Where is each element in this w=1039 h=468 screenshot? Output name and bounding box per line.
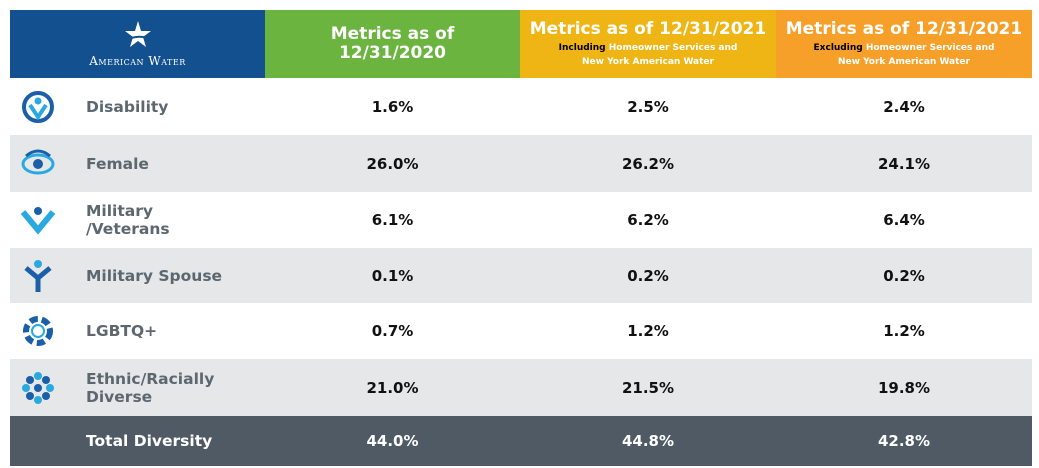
column-note: Excluding Homeowner Services and New Yor…: [804, 41, 1004, 69]
row-icon: [23, 316, 53, 346]
row-label-cell: LGBTQ+: [10, 313, 265, 349]
qualifier: Excluding: [813, 42, 863, 53]
column-header: Metrics as of 12/31/2021 Excluding Homeo…: [776, 10, 1032, 78]
table-row: Female 26.0% 26.2% 24.1%: [10, 135, 1032, 192]
cell-value: 6.1%: [371, 211, 414, 229]
row-label: Total Diversity: [86, 432, 213, 450]
note: Homeowner Services and New York American…: [838, 42, 995, 67]
row-icon: [22, 371, 54, 404]
row-icon: [24, 259, 52, 292]
cell-value: 1.2%: [883, 322, 925, 340]
cell-value: 26.2%: [621, 154, 675, 173]
row-label-cell: Disability: [10, 89, 265, 125]
row-label-cell: Military Spouse: [10, 258, 265, 294]
row-label-cell: Total Diversity: [10, 432, 265, 450]
cell-value: 21.5%: [621, 378, 675, 397]
row-label: Military Spouse: [86, 266, 223, 285]
qualifier: Including: [558, 42, 606, 53]
cell-value: 0.7%: [371, 322, 414, 340]
cell-value: 0.2%: [883, 266, 925, 285]
row-label: LGBTQ+: [86, 322, 158, 340]
column-title: Metrics as of 12/31/2020: [330, 24, 455, 63]
table-body: Disability 1.6% 2.5% 2.4% Female 26.0% 26.2% 24…: [10, 78, 1032, 466]
column-header: Metrics as of 12/31/2020: [265, 10, 520, 78]
cell-value: 1.2%: [627, 322, 669, 340]
row-label-cell: Military /Veterans: [10, 202, 265, 238]
table-row: Military /Veterans 6.1% 6.2% 6.4%: [10, 192, 1032, 248]
table-row: LGBTQ+ 0.7% 1.2% 1.2%: [10, 303, 1032, 359]
row-label: Ethnic/Racially Diverse: [86, 369, 215, 406]
cell-value: 19.8%: [877, 378, 931, 397]
cell-value: 6.4%: [883, 211, 925, 229]
logo-cell: American Water: [10, 10, 265, 78]
note: Homeowner Services and New York American…: [582, 42, 738, 67]
column-title: Metrics as of 12/31/2021: [529, 18, 767, 39]
logo-icon: [124, 21, 151, 47]
cell-value: 0.1%: [371, 266, 414, 285]
cell-value: 44.0%: [366, 432, 419, 450]
cell-value: 2.5%: [627, 97, 669, 116]
column-header: Metrics as of 12/31/2021 Including Homeo…: [520, 10, 776, 78]
cell-value: 6.2%: [627, 211, 669, 229]
table-row: Total Diversity 44.0% 44.8% 42.8%: [10, 416, 1032, 466]
row-icon: [20, 207, 56, 235]
row-label: Disability: [86, 97, 169, 116]
cell-value: 44.8%: [621, 432, 675, 450]
row-icon: [21, 149, 55, 174]
diversity-table: American Water Metrics as of 12/31/2020 …: [10, 10, 1032, 468]
cell-value: 26.0%: [366, 154, 419, 173]
table-row: Military Spouse 0.1% 0.2% 0.2%: [10, 248, 1032, 303]
cell-value: 21.0%: [366, 378, 419, 397]
table-row: Ethnic/Racially Diverse 21.0% 21.5% 19.8%: [10, 359, 1032, 416]
row-label: Female: [86, 154, 149, 173]
table-row: Disability 1.6% 2.5% 2.4%: [10, 78, 1032, 135]
header-row: American Water Metrics as of 12/31/2020 …: [10, 10, 1032, 78]
logo-text: American Water: [89, 54, 186, 68]
row-label-cell: Ethnic/Racially Diverse: [10, 370, 265, 406]
cell-value: 1.6%: [371, 97, 414, 116]
cell-value: 24.1%: [877, 154, 931, 173]
row-label-cell: Female: [10, 146, 265, 182]
column-note: Including Homeowner Services and New Yor…: [548, 41, 748, 69]
cell-value: 42.8%: [877, 432, 931, 450]
row-label: Military /Veterans: [86, 202, 170, 238]
column-title: Metrics as of 12/31/2021: [785, 18, 1023, 39]
cell-value: 0.2%: [627, 266, 669, 285]
cell-value: 2.4%: [883, 97, 925, 116]
row-icon: [22, 90, 54, 123]
